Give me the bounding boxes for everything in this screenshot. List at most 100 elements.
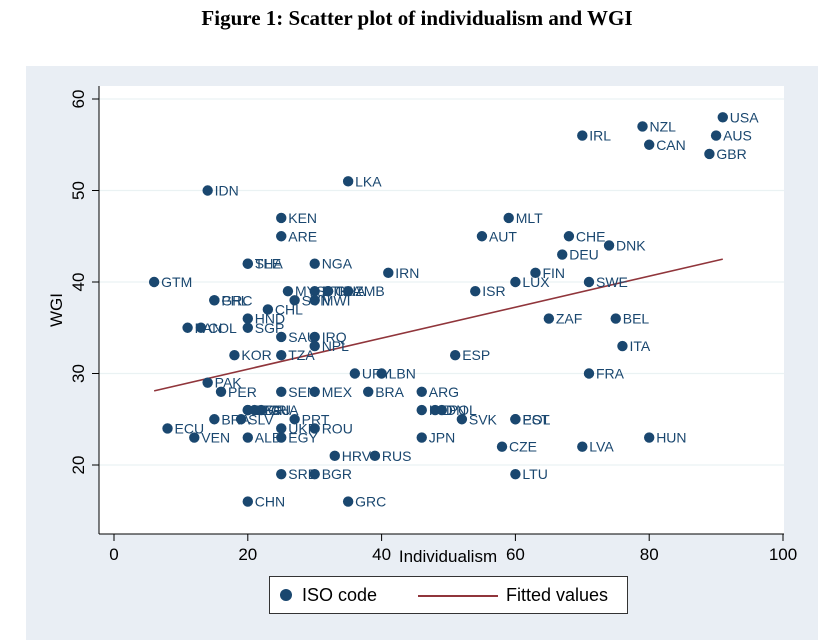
point-can-4 [644,139,655,150]
point-label-zaf-35: ZAF [556,311,582,327]
point-ken-8 [276,212,287,224]
point-fin-19 [530,267,541,279]
plot-area [99,86,784,534]
point-lva-77 [577,441,588,452]
point-swe-22 [583,276,595,288]
point-esp-46 [449,350,461,361]
x-tick-label-20: 20 [238,545,257,564]
point-label-col-38: COL [208,320,237,336]
point-svk-66 [456,414,468,425]
point-mex-53 [309,386,320,397]
point-ecu-69 [162,423,173,434]
point-gha-59 [255,404,267,416]
point-label-ukr-70: UKR [288,420,318,436]
point-label-tha-15: THA [255,256,284,272]
legend-label-fitted-values: Fitted values [506,585,609,605]
legend-label-iso-code: ISO code [302,585,378,605]
point-label-chn-84: CHN [255,494,285,510]
point-irq-41 [309,331,320,343]
point-aus-2 [710,130,722,141]
point-label-sen-52: SEN [288,384,317,400]
point-label-mwi-32: MWI [322,292,351,308]
point-label-pol-62: POL [449,402,477,418]
point-hnd-34 [242,313,253,324]
point-tza-45 [276,350,287,361]
point-label-zmb-27: ZMB [355,283,385,299]
point-label-egy-74: EGY [288,430,318,446]
point-mys-23 [282,285,294,297]
point-eth-24 [309,285,320,297]
y-axis-title: WGI [47,293,66,327]
point-label-usa-0: USA [730,109,759,125]
point-pol-62 [436,404,448,416]
fitted-values-line [153,258,723,392]
point-prt-65 [289,414,300,425]
x-tick-label-0: 0 [109,545,118,564]
point-label-lbn-48: LBN [389,366,416,382]
point-label-ecu-69: ECU [175,420,205,436]
point-label-idn-61: IDN [442,402,466,418]
point-label-jpn-75: JPN [429,430,455,446]
point-label-mlt-9: MLT [516,210,543,226]
point-srb-81 [276,468,287,480]
point-label-svk-66: SVK [469,411,498,427]
point-label-ecu-58: ECU [261,402,291,418]
point-label-irl-3: IRL [589,128,611,144]
point-label-ven-72: VEN [201,430,230,446]
x-tick-label-40: 40 [372,545,391,564]
point-label-npl-42: NPL [322,338,349,354]
point-lux-21 [510,276,521,288]
point-label-ita-43: ITA [629,338,650,354]
point-label-aus-2: AUS [723,128,752,144]
point-label-are-10: ARE [288,228,317,244]
legend-marker-fitted-values [418,595,498,597]
point-label-mex-53: MEX [322,384,353,400]
point-label-idn-7: IDN [215,183,239,199]
point-bgr-82 [309,468,320,480]
point-pol-68 [510,414,521,425]
point-ltu-83 [510,468,521,480]
point-nzl-1 [637,121,648,132]
figure-title: Figure 1: Scatter plot of individualism … [201,6,633,30]
x-tick-label-60: 60 [506,545,525,564]
point-arg-55 [416,386,427,397]
point-lbn-48 [376,368,387,379]
point-tza-26 [322,285,334,297]
point-sen-52 [276,386,287,397]
point-alb-73 [242,432,253,443]
point-usa-0 [717,112,728,123]
point-label-per-51: PER [228,384,257,400]
point-deu-14 [557,249,568,260]
point-label-nzl-1: NZL [650,118,677,134]
y-tick-label-60: 60 [69,90,88,109]
point-gbr-5 [704,148,715,160]
point-isr-28 [470,285,481,297]
scatter-chart: 20 30 40 50 60 0 20 40 60 80 100 USA NZL AUS IRL CAN GB… [47,86,797,566]
point-hrv-79 [329,450,340,462]
legend-marker-iso-code [280,589,292,601]
point-irl-3 [577,130,588,141]
point-label-deu-14: DEU [569,247,599,263]
point-label-rou-71: ROU [322,420,353,436]
y-tick-label-30: 30 [69,364,88,383]
point-phl-30 [209,295,220,306]
point-bel-36 [610,313,621,324]
point-ita-43 [617,340,628,352]
point-label-gbr-5: GBR [716,146,746,162]
point-pan-37 [182,322,193,333]
point-grc-85 [342,496,354,507]
point-label-alb-73: ALB [255,430,281,446]
point-are-10 [276,231,287,242]
point-gtm-20 [148,276,160,288]
point-mlt-9 [503,212,514,224]
point-ven-72 [189,432,200,443]
point-label-gha-59: GHA [268,402,299,418]
point-kor-44 [229,350,240,361]
point-label-bel-36: BEL [623,311,650,327]
point-sgp-39 [242,322,253,333]
point-label-lka-6: LKA [355,173,382,189]
point-label-tza-45: TZA [288,347,315,363]
point-label-ken-8: KEN [288,210,317,226]
point-per-51 [215,386,227,397]
point-sle-16 [242,258,253,269]
